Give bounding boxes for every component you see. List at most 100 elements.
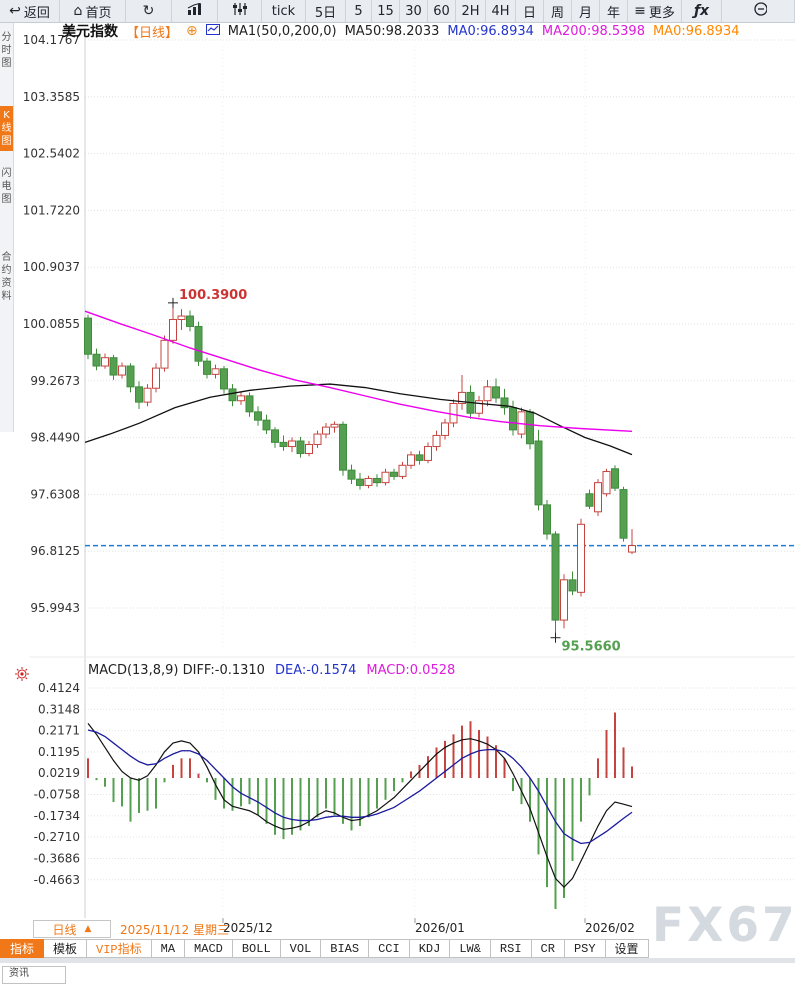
period-15-button-label: 15 bbox=[377, 3, 394, 19]
candles-icon bbox=[232, 3, 248, 19]
macd-header: MACD(13,8,9) DIFF:-0.1310 DEA:-0.1574 MA… bbox=[88, 663, 455, 678]
price-axis-label: 104.1767 bbox=[23, 33, 80, 47]
watermark: FX678 bbox=[652, 898, 795, 953]
price-axis-label: 97.6308 bbox=[30, 487, 80, 501]
period-5-button[interactable]: 5 bbox=[346, 0, 372, 22]
bar-chart-button[interactable] bbox=[172, 0, 218, 22]
ma200-value: MA200:98.5398 bbox=[541, 23, 645, 39]
period-5-button-label: 5 bbox=[354, 3, 363, 19]
chevron-up-icon: ▲ bbox=[84, 924, 92, 934]
period-60-button[interactable]: 60 bbox=[428, 0, 456, 22]
macd-value: MACD:0.0528 bbox=[366, 663, 456, 678]
tab-vip-indicators[interactable]: VIP指标 bbox=[87, 939, 152, 958]
sidebar-item-time-chart[interactable]: 分时图 bbox=[1, 32, 12, 69]
ma0-blue-value: MA0:96.8934 bbox=[447, 23, 534, 39]
tab-vol[interactable]: VOL bbox=[280, 939, 322, 958]
indicator-settings-icon[interactable] bbox=[15, 666, 29, 681]
month-label-dec: 2025/12 bbox=[223, 921, 273, 935]
back-button-label: 返回 bbox=[23, 5, 50, 21]
more-button[interactable]: ≡ 更多 bbox=[628, 0, 682, 22]
period-5d-button[interactable]: 5日 bbox=[306, 0, 346, 22]
high-price-annotation: 100.3900 bbox=[179, 288, 247, 303]
macd-axis-label: -0.0758 bbox=[34, 788, 80, 802]
tab-rsi[interactable]: RSI bbox=[490, 939, 532, 958]
tab-indicators[interactable]: 指标 bbox=[0, 939, 45, 958]
period-selector[interactable]: 日线 ▲ bbox=[33, 920, 111, 938]
home-button[interactable]: ⌂ 首页 bbox=[60, 0, 126, 22]
macd-params-label: MACD(13,8,9) DIFF:-0.1310 bbox=[88, 663, 265, 678]
price-axis-label: 99.2673 bbox=[30, 374, 80, 388]
period-2h-button-label: 2H bbox=[461, 3, 480, 19]
news-tab[interactable]: 资讯 bbox=[2, 966, 66, 984]
tab-templates[interactable]: 模板 bbox=[44, 939, 88, 958]
tab-ma[interactable]: MA bbox=[151, 939, 186, 958]
add-circle-icon[interactable]: ⊕ bbox=[186, 23, 198, 39]
sidebar-item-kline-chart[interactable]: K线图 bbox=[0, 106, 13, 151]
candles-button[interactable] bbox=[218, 0, 262, 22]
refresh-icon: ↻ bbox=[142, 3, 155, 19]
period-60-button-label: 60 bbox=[433, 3, 450, 19]
period-day-button-label: 日 bbox=[522, 5, 536, 21]
sidebar-item-lightning-chart[interactable]: 闪电图 bbox=[1, 168, 12, 205]
period-4h-button-label: 4H bbox=[491, 3, 510, 19]
first-candle-date: 2025/11/12 星期三 bbox=[120, 923, 229, 937]
period-30-button-label: 30 bbox=[405, 3, 422, 19]
ma0-orange-value: MA0:96.8934 bbox=[652, 23, 740, 39]
period-4h-button[interactable]: 4H bbox=[486, 0, 516, 22]
ma-settings-label: MA1(50,0,200,0) bbox=[227, 23, 337, 39]
bar-chart-icon bbox=[187, 2, 203, 19]
price-axis-label: 103.3585 bbox=[23, 90, 80, 104]
macd-axis-label: -0.2710 bbox=[34, 830, 80, 844]
back-icon: ↩ bbox=[9, 3, 21, 19]
period-2h-button[interactable]: 2H bbox=[456, 0, 486, 22]
tab-bias[interactable]: BIAS bbox=[321, 939, 370, 958]
ma50-value: MA50:98.2033 bbox=[344, 23, 440, 39]
period-month-button-label: 月 bbox=[578, 5, 592, 21]
tab-settings[interactable]: 设置 bbox=[605, 939, 649, 958]
line-chart-icon[interactable] bbox=[205, 23, 220, 39]
period-month-button[interactable]: 月 bbox=[572, 0, 600, 22]
macd-axis-label: 0.4124 bbox=[38, 681, 80, 695]
period-week-button-label: 周 bbox=[550, 5, 564, 21]
tab-lw[interactable]: LW& bbox=[450, 939, 491, 958]
top-toolbar: ↩ 返回 ⌂ 首页 ↻ tick 5日 5 15 30 60 2H 4H 日周月年 ≡ 更多 ƒx bbox=[0, 0, 795, 23]
tab-boll[interactable]: BOLL bbox=[232, 939, 281, 958]
macd-axis-label: -0.1734 bbox=[34, 809, 80, 823]
price-axis-label: 100.9037 bbox=[23, 260, 80, 274]
month-label-jan: 2026/01 bbox=[415, 921, 465, 935]
tick-button-label: tick bbox=[271, 3, 296, 19]
fx-button[interactable]: ƒx bbox=[682, 0, 722, 22]
tab-kdj[interactable]: KDJ bbox=[409, 939, 451, 958]
period-selector-label: 日线 bbox=[52, 922, 77, 937]
month-label-feb: 2026/02 bbox=[585, 921, 635, 935]
clock-button[interactable] bbox=[722, 0, 795, 22]
macd-axis-label: -0.3686 bbox=[34, 851, 80, 865]
price-axis-label: 102.5402 bbox=[23, 147, 80, 161]
tick-button[interactable]: tick bbox=[262, 0, 306, 22]
sidebar-item-contract-info[interactable]: 合约资料 bbox=[1, 252, 12, 302]
period-year-button[interactable]: 年 bbox=[600, 0, 628, 22]
period-15-button[interactable]: 15 bbox=[372, 0, 400, 22]
dea-value: DEA:-0.1574 bbox=[274, 663, 357, 678]
more-button-label: 更多 bbox=[648, 5, 675, 21]
period-year-button-label: 年 bbox=[606, 5, 620, 21]
low-price-annotation: 95.5660 bbox=[562, 640, 621, 655]
period-day-button[interactable]: 日 bbox=[516, 0, 544, 22]
tab-macd[interactable]: MACD bbox=[185, 939, 233, 958]
tab-psy[interactable]: PSY bbox=[564, 939, 606, 958]
indicator-tabs-row: 指标 模板 VIP指标 MA MACD BOLL VOL BIAS CCI KDJ LW& RSI CR… bbox=[0, 939, 649, 958]
chart-type-sidebar: 分时图 K线图闪电图合约资料 bbox=[0, 22, 14, 432]
refresh-button[interactable]: ↻ bbox=[126, 0, 172, 22]
period-week-button[interactable]: 周 bbox=[544, 0, 572, 22]
back-button[interactable]: ↩ 返回 bbox=[0, 0, 60, 22]
tab-cr[interactable]: CR bbox=[531, 939, 565, 958]
price-axis-label: 96.8125 bbox=[30, 544, 80, 558]
tab-cci[interactable]: CCI bbox=[369, 939, 410, 958]
macd-axis-label: 0.0219 bbox=[38, 766, 80, 780]
macd-axis-label: 0.1195 bbox=[38, 745, 80, 759]
period-30-button[interactable]: 30 bbox=[400, 0, 428, 22]
macd-axis-label: 0.2171 bbox=[38, 724, 80, 738]
fx-button-label: ƒx bbox=[693, 3, 710, 19]
